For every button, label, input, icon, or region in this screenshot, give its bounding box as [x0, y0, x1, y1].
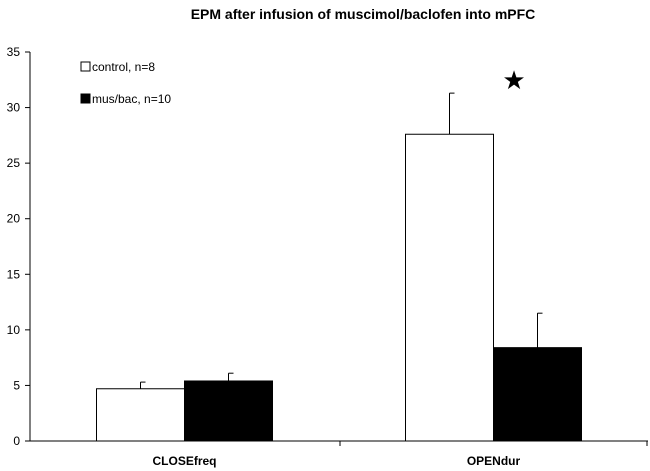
y-tick-label: 0: [13, 434, 20, 448]
bar-opendur-series-1: [493, 347, 582, 442]
legend-label-musbac: mus/bac, n=10: [92, 92, 171, 106]
bars: [96, 133, 582, 442]
legend-label-control: control, n=8: [92, 60, 155, 74]
category-label-closefreq: CLOSEfreq: [152, 454, 216, 468]
significance-star-icon: ★: [502, 66, 525, 96]
y-tick-label: 35: [7, 45, 21, 59]
legend: control, n=8 mus/bac, n=10: [80, 60, 171, 106]
chart-title: EPM after infusion of muscimol/baclofen …: [191, 6, 536, 22]
y-tick-label: 25: [7, 156, 21, 170]
bar-closefreq-series-1: [184, 380, 273, 442]
y-tick-label: 10: [7, 323, 21, 337]
y-tick-label: 5: [13, 378, 20, 392]
legend-swatch-control: [80, 61, 91, 72]
error-bars: [140, 92, 543, 389]
y-tick-label: 20: [7, 212, 21, 226]
bar-opendur-series-0: [405, 133, 494, 442]
category-label-opendur: OPENdur: [467, 454, 521, 468]
legend-swatch-musbac: [80, 93, 91, 104]
y-tick-label: 15: [7, 267, 21, 281]
y-tick-label: 30: [7, 101, 21, 115]
plot-area: 0 5 10 15 20 25 30 35 CLOSEfreq OPENdur: [7, 45, 648, 468]
category-labels: CLOSEfreq OPENdur: [152, 454, 520, 468]
y-ticks: 0 5 10 15 20 25 30 35: [7, 45, 30, 448]
bar-closefreq-series-0: [96, 388, 185, 442]
